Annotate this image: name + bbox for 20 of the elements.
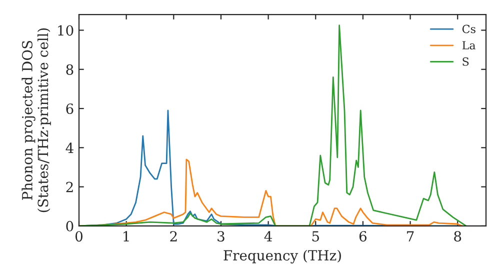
y-tick-label: 6 (66, 103, 74, 114)
y-tick-label: 8 (66, 64, 74, 75)
y-axis-title: Phonon projected DOS (States/THz·primitive cell) (22, 28, 51, 212)
y-tick-label: 2 (66, 182, 73, 192)
x-tick-label: 5 (312, 231, 319, 242)
x-tick-label: 0 (75, 231, 82, 242)
y-tick-label: 0 (66, 220, 74, 232)
y-tick-label: 10 (58, 25, 74, 36)
legend-label: S (462, 57, 469, 66)
x-tick-label: 7 (407, 231, 414, 242)
legend-label: La (462, 41, 476, 50)
x-tick-label: 6 (359, 231, 366, 242)
x-tick-label: 3 (218, 231, 224, 242)
y-tick-label: 4 (66, 142, 74, 153)
x-tick-label: 8 (454, 231, 462, 242)
x-axis-title: Frequency (THz) (224, 250, 341, 264)
legend-label: Cs (462, 24, 476, 34)
x-tick-label: 2 (170, 231, 177, 242)
x-tick-label: 1 (124, 231, 129, 242)
x-tick-label: 4 (264, 231, 272, 242)
